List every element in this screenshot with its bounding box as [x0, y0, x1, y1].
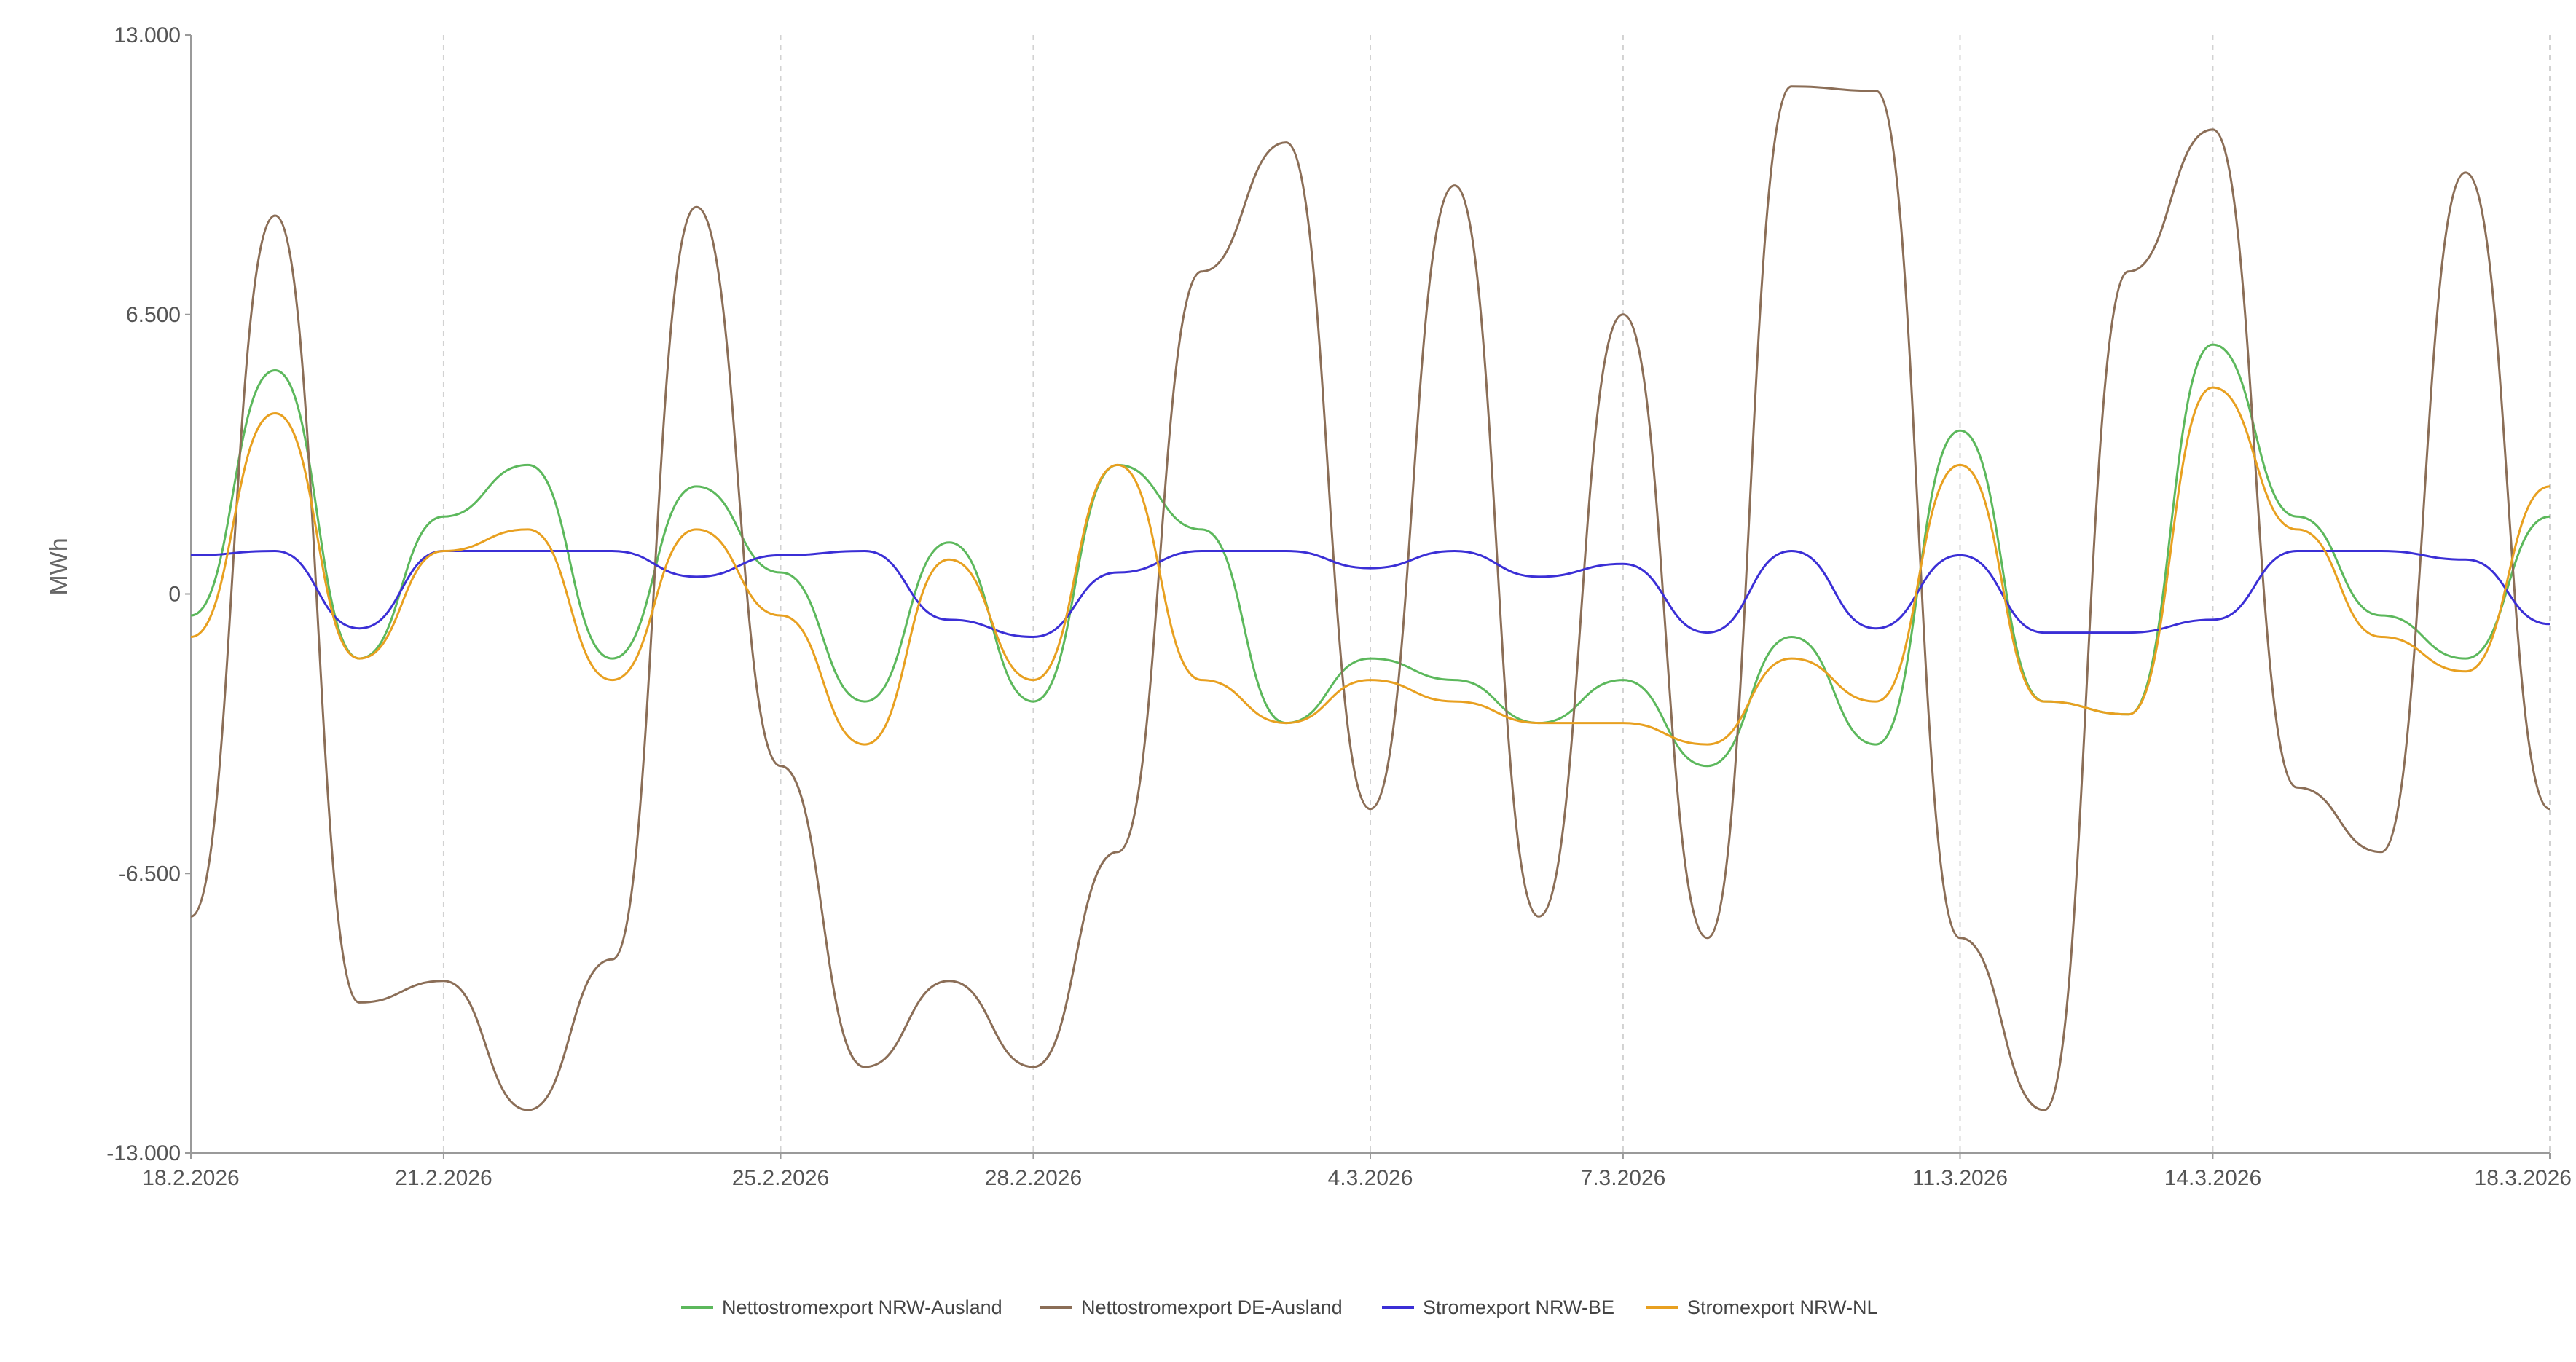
x-tick-label: 18.2.2026: [142, 1166, 239, 1190]
legend-label: Nettostromexport NRW-Ausland: [722, 1296, 1002, 1318]
vertical-gridlines: [442, 35, 2551, 1153]
x-tick-label: 25.2.2026: [732, 1166, 829, 1190]
x-tick-label: 11.3.2026: [1912, 1166, 2008, 1190]
series-line: [190, 386, 2551, 746]
x-tick-label: 7.3.2026: [1581, 1166, 1666, 1190]
x-tick-label: 21.2.2026: [395, 1166, 492, 1190]
legend-label: Stromexport NRW-NL: [1687, 1296, 1878, 1318]
x-tick-label: 14.3.2026: [2164, 1166, 2261, 1190]
x-tick-label: 18.3.2026: [2475, 1166, 2572, 1190]
legend-item[interactable]: Stromexport NRW-BE: [1382, 1296, 1614, 1318]
legend-item[interactable]: Nettostromexport DE-Ausland: [1040, 1296, 1343, 1318]
series-line: [190, 343, 2551, 768]
x-tick-label: 28.2.2026: [985, 1166, 1082, 1190]
y-tick-label: -6.500: [119, 862, 181, 886]
y-axis-title: MWh: [45, 538, 73, 595]
series-line: [190, 85, 2551, 1111]
y-tick-label: 6.500: [126, 303, 181, 327]
legend-label: Stromexport NRW-BE: [1423, 1296, 1614, 1318]
legend-item[interactable]: Stromexport NRW-NL: [1646, 1296, 1878, 1318]
y-tick-label: 13.000: [114, 23, 181, 47]
series-layer: [190, 85, 2551, 1111]
legend[interactable]: Nettostromexport NRW-Ausland Nettostromex…: [681, 1296, 1878, 1318]
y-ticks: 13.000 6.500 0 -6.500 -13.000: [106, 23, 191, 1165]
y-tick-label: -13.000: [106, 1141, 181, 1165]
x-ticks: 18.2.2026 21.2.2026 25.2.2026 28.2.2026 4.3.…: [142, 1153, 2572, 1190]
legend-item[interactable]: Nettostromexport NRW-Ausland: [681, 1296, 1002, 1318]
y-tick-label: 0: [168, 583, 181, 607]
legend-label: Nettostromexport DE-Ausland: [1081, 1296, 1343, 1318]
series-line: [190, 549, 2551, 638]
x-tick-label: 4.3.2026: [1328, 1166, 1413, 1190]
